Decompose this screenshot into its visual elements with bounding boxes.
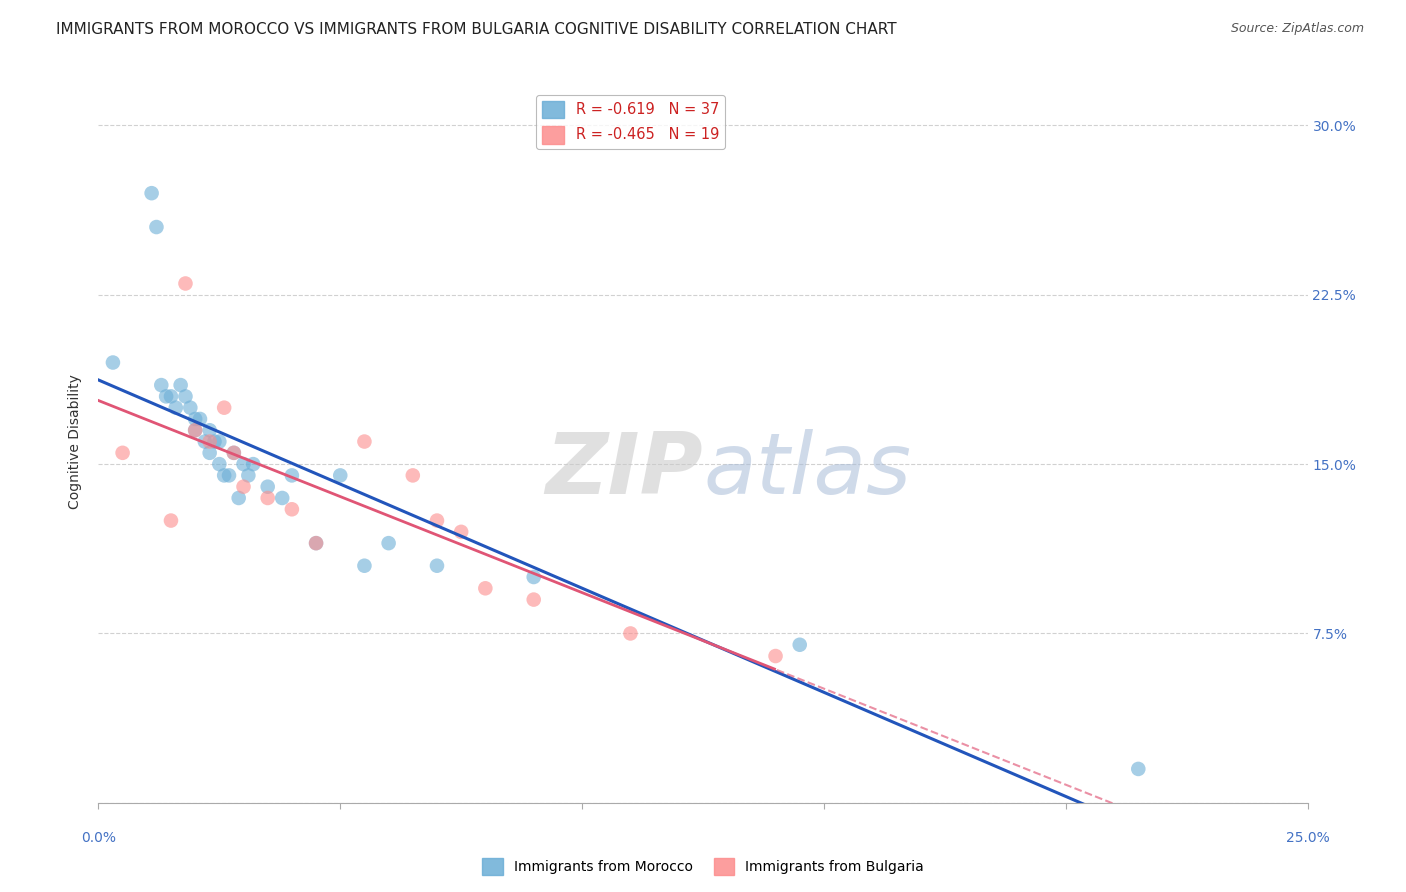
Point — [184, 423, 207, 437]
Point — [204, 434, 226, 449]
Point — [174, 389, 197, 403]
Point — [426, 514, 449, 528]
Point — [174, 277, 197, 291]
Point — [194, 434, 217, 449]
Point — [141, 186, 163, 201]
Point — [228, 491, 250, 505]
Point — [184, 412, 207, 426]
Point — [232, 457, 254, 471]
Point — [188, 412, 211, 426]
Point — [271, 491, 294, 505]
Text: atlas: atlas — [703, 429, 911, 512]
Point — [212, 401, 235, 415]
Point — [256, 491, 278, 505]
Point — [208, 434, 231, 449]
Point — [353, 434, 375, 449]
Point — [619, 626, 641, 640]
Point — [765, 648, 787, 663]
Point — [305, 536, 328, 550]
Point — [165, 401, 187, 415]
Point — [377, 536, 399, 550]
Point — [160, 514, 183, 528]
Point — [101, 355, 124, 369]
Text: 25.0%: 25.0% — [1285, 830, 1330, 845]
Point — [426, 558, 449, 573]
Point — [402, 468, 425, 483]
Point — [111, 446, 134, 460]
Point — [198, 423, 221, 437]
Point — [150, 378, 173, 392]
Point — [198, 434, 221, 449]
Legend: R = -0.619   N = 37, R = -0.465   N = 19: R = -0.619 N = 37, R = -0.465 N = 19 — [536, 95, 724, 149]
Point — [281, 502, 304, 516]
Y-axis label: Cognitive Disability: Cognitive Disability — [69, 374, 83, 509]
Point — [222, 446, 245, 460]
Text: 0.0%: 0.0% — [82, 830, 115, 845]
Point — [212, 468, 235, 483]
Point — [523, 570, 546, 584]
Point — [218, 468, 240, 483]
Point — [281, 468, 304, 483]
Point — [145, 220, 167, 235]
Point — [242, 457, 264, 471]
Point — [450, 524, 472, 539]
Point — [789, 638, 811, 652]
Point — [238, 468, 260, 483]
Point — [208, 457, 231, 471]
Point — [160, 389, 183, 403]
Point — [523, 592, 546, 607]
Text: Source: ZipAtlas.com: Source: ZipAtlas.com — [1230, 22, 1364, 36]
Point — [305, 536, 328, 550]
Point — [1128, 762, 1150, 776]
Point — [232, 480, 254, 494]
Text: IMMIGRANTS FROM MOROCCO VS IMMIGRANTS FROM BULGARIA COGNITIVE DISABILITY CORRELA: IMMIGRANTS FROM MOROCCO VS IMMIGRANTS FR… — [56, 22, 897, 37]
Point — [353, 558, 375, 573]
Point — [184, 423, 207, 437]
Text: ZIP: ZIP — [546, 429, 703, 512]
Point — [329, 468, 352, 483]
Point — [256, 480, 278, 494]
Point — [169, 378, 191, 392]
Point — [155, 389, 177, 403]
Point — [179, 401, 201, 415]
Point — [474, 582, 496, 596]
Point — [222, 446, 245, 460]
Legend: Immigrants from Morocco, Immigrants from Bulgaria: Immigrants from Morocco, Immigrants from… — [477, 853, 929, 880]
Point — [198, 446, 221, 460]
